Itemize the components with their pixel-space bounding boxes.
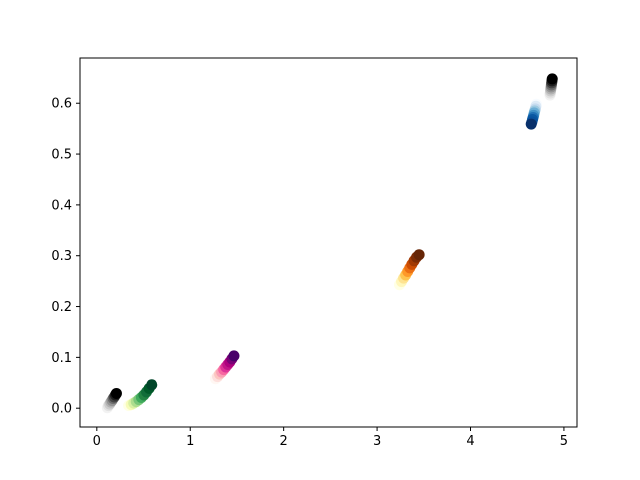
y-tick-label: 0.5 bbox=[51, 148, 72, 163]
x-tick-label: 5 bbox=[560, 434, 568, 449]
trail-green-point bbox=[146, 379, 158, 391]
y-tick-label: 0.6 bbox=[51, 97, 72, 112]
trail-gray-low-point bbox=[110, 387, 122, 399]
y-tick-label: 0.3 bbox=[51, 249, 72, 264]
trail-purple-point bbox=[228, 350, 240, 362]
trail-blue-point bbox=[525, 118, 537, 130]
x-tick-label: 0 bbox=[93, 434, 101, 449]
y-tick-label: 0.4 bbox=[51, 198, 72, 213]
x-tick-label: 1 bbox=[186, 434, 194, 449]
trail-orange-point bbox=[413, 249, 425, 261]
y-tick-label: 0.2 bbox=[51, 300, 72, 315]
y-tick-label: 0.0 bbox=[51, 402, 72, 417]
trail-gray-high-point bbox=[546, 73, 558, 85]
x-tick-label: 4 bbox=[466, 434, 474, 449]
x-tick-label: 2 bbox=[280, 434, 288, 449]
axes-spines bbox=[79, 57, 578, 428]
y-tick-label: 0.1 bbox=[51, 351, 72, 366]
plot-area bbox=[80, 58, 577, 427]
x-tick-label: 3 bbox=[373, 434, 381, 449]
